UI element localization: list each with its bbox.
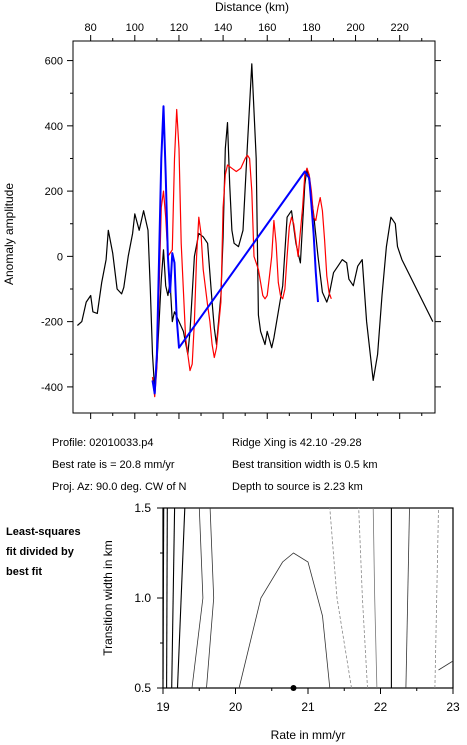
contour-line bbox=[171, 507, 176, 689]
contour-line bbox=[358, 507, 368, 689]
contour-line bbox=[191, 507, 204, 689]
contour-line bbox=[438, 660, 454, 671]
side-label-line-1: Least-squares bbox=[6, 526, 81, 538]
contour-lines bbox=[162, 507, 454, 691]
amplitude-tick-label: 600 bbox=[45, 56, 63, 68]
contour-line bbox=[206, 507, 215, 689]
rate-axis-title: Rate in mm/yr bbox=[271, 728, 346, 742]
distance-tick-label: 100 bbox=[126, 22, 144, 34]
side-label-line-3: best fit bbox=[6, 566, 42, 578]
profile-label: Profile: 02010033.p4 bbox=[52, 437, 154, 449]
best-fit-marker bbox=[290, 685, 297, 691]
width-tick-label: 1.5 bbox=[134, 501, 151, 515]
best-width-label: Best transition width is 0.5 km bbox=[232, 459, 378, 471]
contour-line bbox=[176, 507, 186, 689]
observed-anomaly-line bbox=[77, 63, 434, 391]
model-anomaly-line bbox=[151, 108, 332, 398]
distance-tick-label: 200 bbox=[346, 22, 364, 34]
contour-line bbox=[162, 507, 165, 680]
distance-tick-label: 140 bbox=[214, 22, 232, 34]
amplitude-tick-label: 200 bbox=[45, 186, 63, 198]
amplitude-tick-label: 0 bbox=[57, 251, 63, 263]
contour-line bbox=[372, 507, 378, 689]
amplitude-tick-label: -200 bbox=[41, 317, 63, 329]
proj-az-label: Proj. Az: 90.0 deg. CW of N bbox=[52, 481, 187, 493]
rate-tick-label: 19 bbox=[156, 700, 170, 714]
contour-line bbox=[238, 552, 331, 689]
rate-tick-label: 22 bbox=[374, 700, 388, 714]
contour-line bbox=[405, 507, 410, 689]
anomaly-ticks: 80 100 120 140 160 180 200 220 -400 -200 0 200 400 60… bbox=[41, 22, 441, 419]
amplitude-tick-label: -400 bbox=[41, 382, 63, 394]
side-label: Least-squares fit divided by best fit bbox=[6, 526, 81, 578]
width-tick-label: 0.5 bbox=[134, 681, 151, 695]
depth-label: Depth to source is 2.23 km bbox=[232, 481, 363, 493]
contour-plot-frame bbox=[162, 507, 454, 689]
contour-line bbox=[434, 507, 439, 689]
rate-tick-label: 20 bbox=[229, 700, 243, 714]
fitted-segment-line bbox=[151, 105, 319, 395]
width-tick-label: 1.0 bbox=[134, 591, 151, 605]
distance-tick-label: 80 bbox=[85, 22, 97, 34]
distance-tick-label: 120 bbox=[170, 22, 188, 34]
rate-tick-label: 23 bbox=[446, 700, 460, 714]
amplitude-tick-label: 400 bbox=[45, 121, 63, 133]
contour-chart: Rate in mm/yr Transition width in km 19 2… bbox=[101, 501, 460, 742]
profile-info: Profile: 02010033.p4 Best rate is = 20.8… bbox=[52, 437, 378, 493]
anomaly-axis-title: Anomaly amplitude bbox=[2, 183, 16, 285]
width-axis-title: Transition width in km bbox=[101, 540, 115, 656]
distance-axis-title: Distance (km) bbox=[215, 0, 289, 14]
ridge-xing-label: Ridge Xing is 42.10 -29.28 bbox=[232, 437, 362, 449]
anomaly-series bbox=[77, 63, 434, 398]
contour-line bbox=[166, 507, 168, 689]
contour-line bbox=[329, 507, 352, 689]
contour-ticks: 19 20 21 22 23 0.5 1.0 1.5 bbox=[134, 501, 460, 714]
anomaly-plot-frame bbox=[72, 40, 436, 414]
distance-tick-label: 160 bbox=[258, 22, 276, 34]
best-rate-label: Best rate is = 20.8 mm/yr bbox=[52, 459, 175, 471]
distance-tick-label: 180 bbox=[302, 22, 320, 34]
rate-tick-label: 21 bbox=[301, 700, 315, 714]
side-label-line-2: fit divided by bbox=[6, 546, 75, 558]
distance-tick-label: 220 bbox=[391, 22, 409, 34]
anomaly-chart: Distance (km) Anomaly amplitude 80 100 120… bbox=[2, 0, 441, 419]
